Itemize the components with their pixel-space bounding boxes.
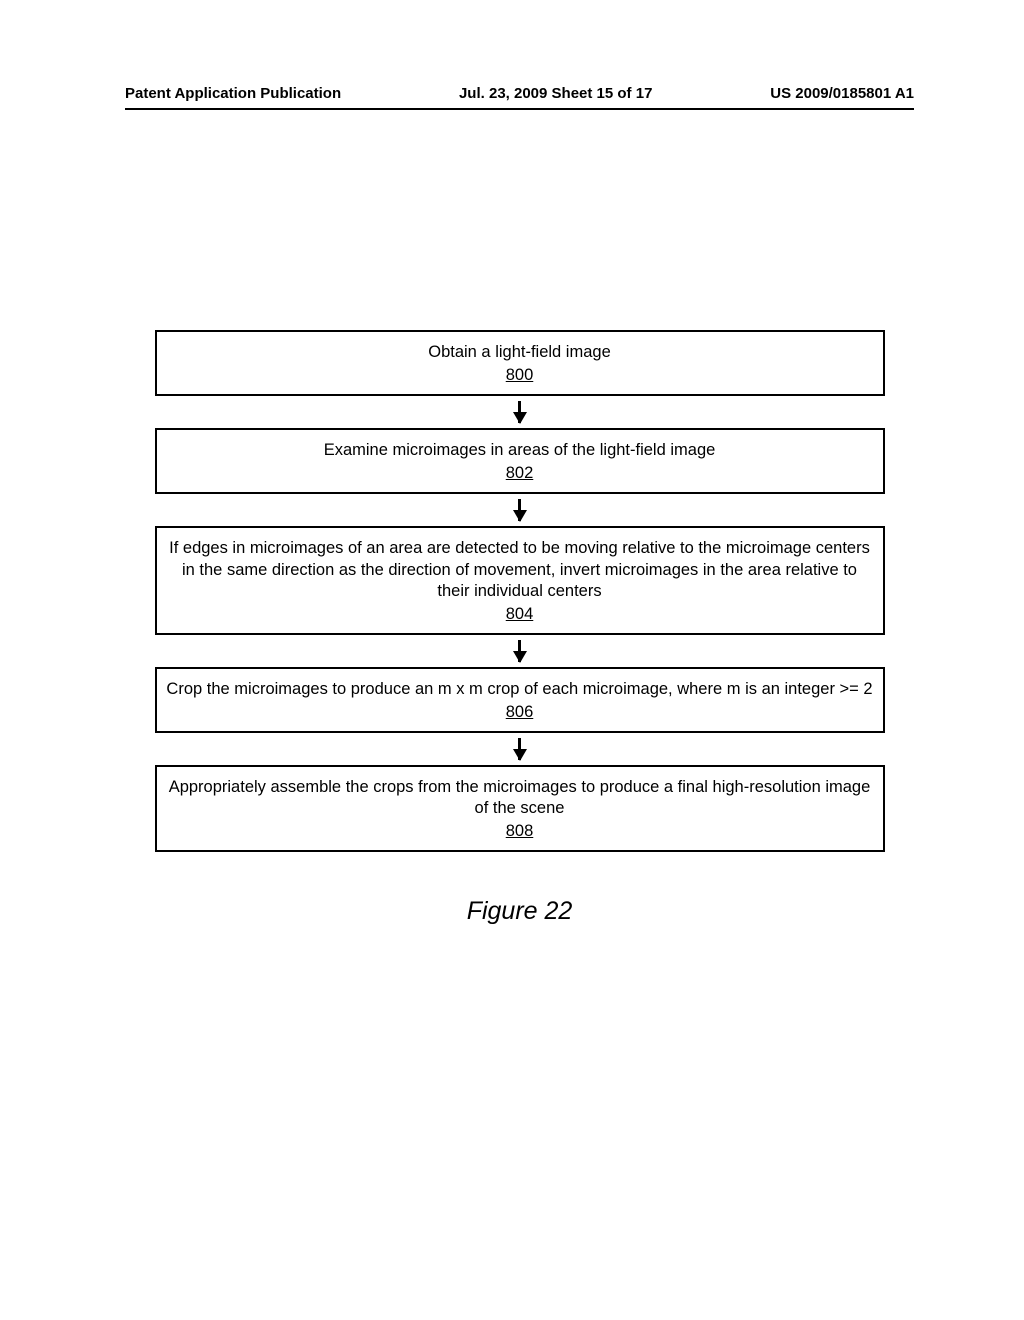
flow-box-number: 804: [506, 604, 534, 625]
figure-label: Figure 22: [125, 897, 914, 926]
flow-box-number: 808: [506, 821, 534, 842]
flow-box-text: Obtain a light-field image: [165, 342, 875, 363]
header-publication: Patent Application Publication: [125, 85, 341, 102]
flow-box-0: Obtain a light-field image 800: [155, 330, 885, 396]
flow-box-3: Crop the microimages to produce an m x m…: [155, 667, 885, 733]
flow-arrow-3: [518, 733, 521, 765]
flow-arrow-1: [518, 494, 521, 526]
flowchart: Obtain a light-field image 800 Examine m…: [155, 330, 885, 852]
page-header: Patent Application Publication Jul. 23, …: [125, 85, 914, 110]
flow-box-text: If edges in microimages of an area are d…: [165, 538, 875, 601]
arrow-down-icon: [518, 499, 521, 521]
header-publication-number: US 2009/0185801 A1: [770, 85, 914, 102]
arrow-down-icon: [518, 640, 521, 662]
flow-arrow-2: [518, 635, 521, 667]
flow-box-1: Examine microimages in areas of the ligh…: [155, 428, 885, 494]
flow-box-text: Appropriately assemble the crops from th…: [165, 777, 875, 819]
arrow-down-icon: [518, 401, 521, 423]
flow-box-4: Appropriately assemble the crops from th…: [155, 765, 885, 852]
flow-arrow-0: [518, 396, 521, 428]
header-date-sheet: Jul. 23, 2009 Sheet 15 of 17: [459, 85, 652, 102]
arrow-down-icon: [518, 738, 521, 760]
flow-box-number: 802: [506, 463, 534, 484]
flow-box-2: If edges in microimages of an area are d…: [155, 526, 885, 634]
flow-box-text: Examine microimages in areas of the ligh…: [165, 440, 875, 461]
flow-box-number: 800: [506, 365, 534, 386]
flow-box-text: Crop the microimages to produce an m x m…: [165, 679, 875, 700]
flow-box-number: 806: [506, 702, 534, 723]
page: Patent Application Publication Jul. 23, …: [0, 0, 1024, 1320]
